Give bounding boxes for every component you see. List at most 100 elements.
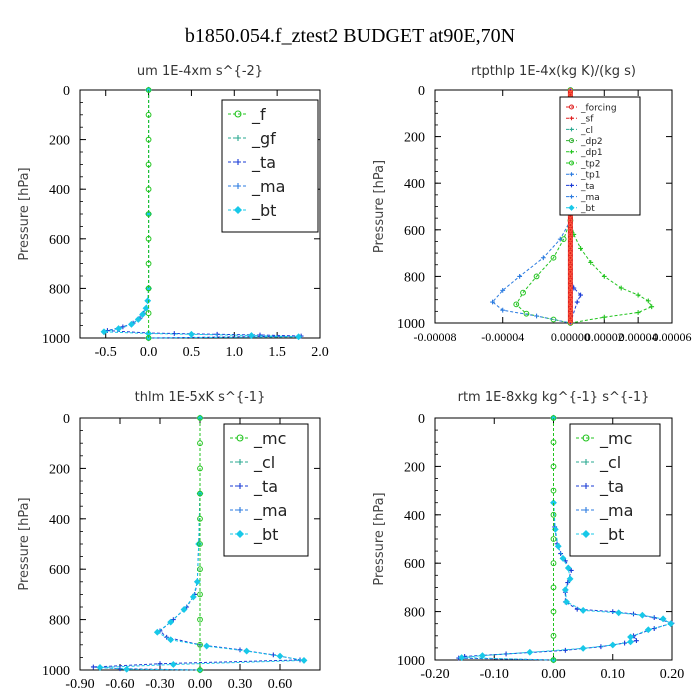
data-point xyxy=(214,331,220,337)
data-point xyxy=(568,87,573,93)
y-tick-label: 800 xyxy=(404,606,425,621)
data-point xyxy=(169,661,177,668)
data-point xyxy=(568,288,573,293)
legend-entry: _ta xyxy=(253,477,278,497)
legend-entry: _cl xyxy=(253,453,275,473)
data-point xyxy=(490,299,495,305)
legend-entry: _bt xyxy=(253,525,278,545)
y-tick-label: 1000 xyxy=(42,664,70,679)
x-tick-label: 1.5 xyxy=(268,345,286,360)
data-point xyxy=(145,310,152,317)
data-point xyxy=(565,580,571,585)
legend-entry: _tp1 xyxy=(580,171,600,181)
data-point xyxy=(579,644,587,652)
y-tick-label: 400 xyxy=(404,177,425,192)
y-axis-label: Pressure [hPa] xyxy=(372,492,387,585)
data-point xyxy=(568,227,573,232)
data-point xyxy=(145,111,152,118)
data-point xyxy=(145,285,152,292)
data-point xyxy=(610,609,616,614)
data-point xyxy=(598,644,604,650)
data-point xyxy=(568,302,573,307)
legend-entry: _ma xyxy=(580,193,600,203)
legend: _f _gf _ta _ma _bt xyxy=(221,99,319,233)
data-point xyxy=(550,463,557,470)
data-point xyxy=(651,626,657,631)
data-point xyxy=(90,664,96,670)
data-point xyxy=(562,647,568,653)
x-tick-label: 0.00004 xyxy=(619,330,658,344)
data-point xyxy=(142,304,150,312)
data-point xyxy=(667,620,675,628)
legend-marker xyxy=(583,459,589,465)
data-point xyxy=(180,606,188,613)
legend-marker xyxy=(235,135,241,141)
legend-marker xyxy=(583,507,589,513)
data-point xyxy=(568,218,573,223)
legend-entry: _f xyxy=(251,105,266,125)
legend-marker xyxy=(569,116,574,121)
legend-entry: _ta xyxy=(599,477,624,497)
data-point xyxy=(568,292,573,298)
data-point xyxy=(197,641,203,648)
data-point xyxy=(568,255,573,260)
page-title: b1850.054.f_ztest2 BUDGET at90E,70N xyxy=(185,25,515,47)
y-axis-label: Pressure [hPa] xyxy=(372,160,387,253)
data-point xyxy=(568,311,573,316)
data-point xyxy=(513,301,520,308)
legend-entry: _sf xyxy=(580,115,594,125)
data-point xyxy=(478,652,486,660)
x-tick-label: 1.0 xyxy=(226,345,244,360)
data-point xyxy=(568,297,573,302)
data-point xyxy=(145,235,152,242)
x-tick-label: -0.00004 xyxy=(481,330,524,344)
data-point xyxy=(197,667,203,673)
legend-entry: _dp2 xyxy=(580,137,603,147)
data-point xyxy=(635,310,641,315)
legend-marker xyxy=(569,172,574,177)
data-point xyxy=(276,652,284,660)
x-tick-label: -0.60 xyxy=(105,677,134,692)
data-point xyxy=(145,211,152,217)
data-point xyxy=(568,237,573,242)
legend: _mc _cl _ta _ma _bt xyxy=(569,423,661,557)
legend-entry: _tp2 xyxy=(580,159,600,169)
data-point xyxy=(197,465,203,472)
data-point xyxy=(139,311,146,318)
data-point xyxy=(100,328,108,336)
data-point xyxy=(559,554,567,562)
legend: _forcing _sf_cl_dp2_dp1_tp2 _tp1_ta_ma_bt xyxy=(559,96,641,216)
legend-marker xyxy=(237,459,243,465)
legend-marker xyxy=(569,149,574,154)
series-line xyxy=(515,90,571,324)
data-point xyxy=(520,289,526,296)
data-point xyxy=(167,636,175,644)
data-point xyxy=(564,564,572,572)
x-tick-label: 2.0 xyxy=(311,345,329,360)
legend-marker xyxy=(237,483,243,489)
legend-marker xyxy=(569,138,574,144)
data-point xyxy=(128,320,135,328)
y-tick-label: 600 xyxy=(404,224,425,239)
data-point xyxy=(300,656,308,664)
data-point xyxy=(550,511,557,518)
data-point xyxy=(550,439,557,446)
y-axis-label: Pressure [hPa] xyxy=(17,497,32,590)
data-point xyxy=(550,560,557,567)
data-point xyxy=(533,273,540,280)
data-point xyxy=(568,223,573,228)
data-point xyxy=(550,657,557,663)
data-point xyxy=(561,586,569,594)
panels: um 1E-4xm s^{-2} Pressure [hPa] 0 200 400 600… xyxy=(17,64,692,692)
data-point xyxy=(574,299,580,305)
chart-title: rtpthlp 1E-4x(kg K)/(kg s) xyxy=(471,64,636,79)
legend-box xyxy=(559,96,641,216)
legend-marker xyxy=(235,183,241,189)
y-tick-label: 0 xyxy=(418,84,425,99)
x-tick-label: -0.10 xyxy=(480,667,509,682)
data-point xyxy=(197,490,203,497)
data-point xyxy=(197,566,203,573)
data-point xyxy=(568,92,573,97)
data-point xyxy=(618,285,624,291)
x-tick-label: 0.00000 xyxy=(551,330,590,344)
